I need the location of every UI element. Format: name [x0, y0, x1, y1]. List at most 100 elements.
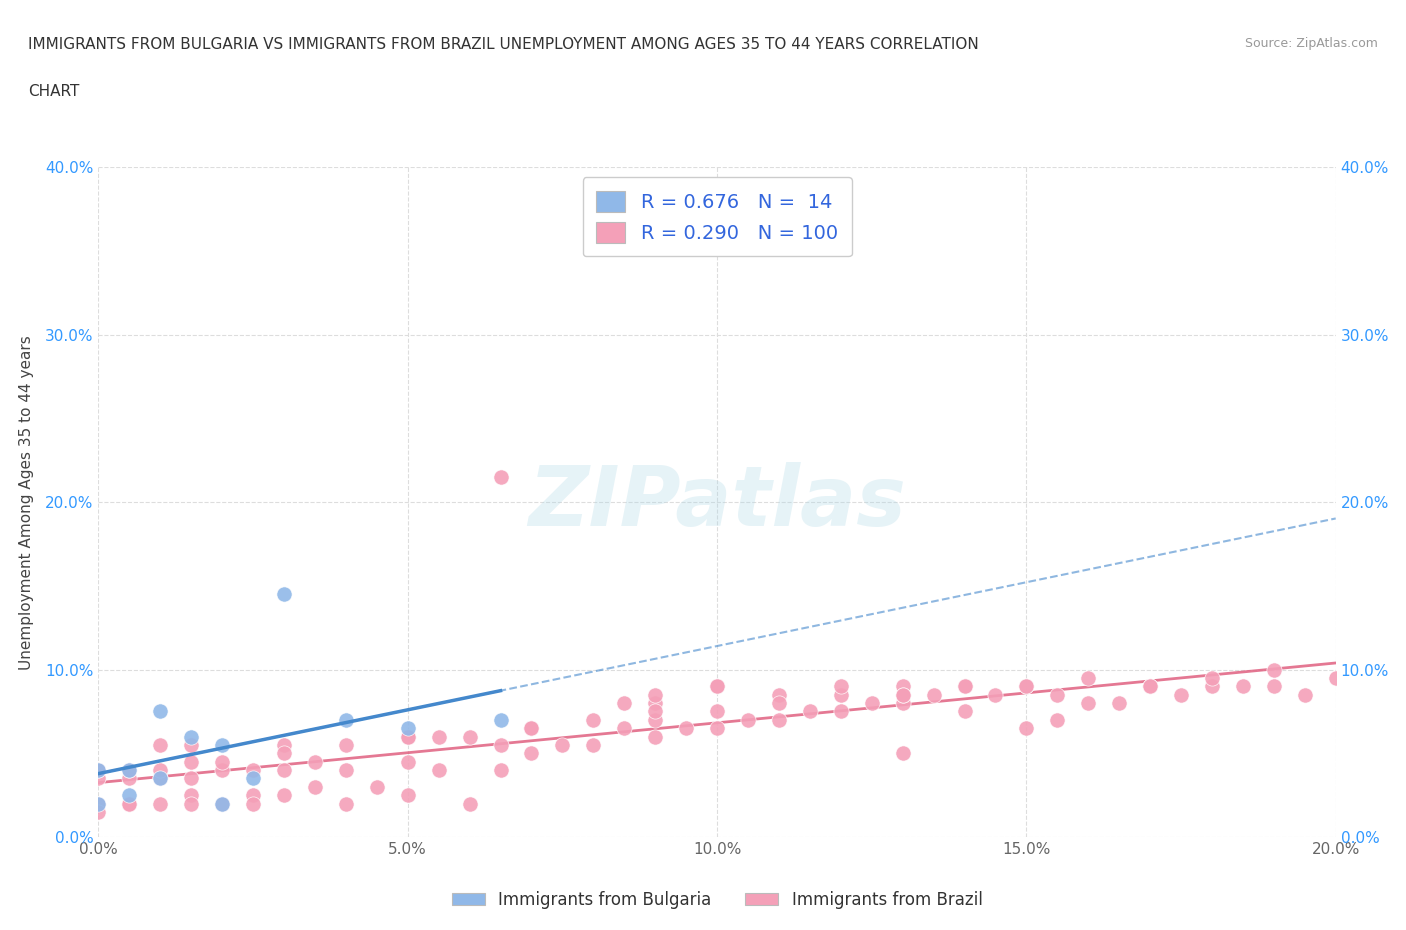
Point — [87, 763, 110, 777]
Point — [180, 796, 202, 811]
Point — [1139, 679, 1161, 694]
Point — [335, 737, 357, 752]
Point — [242, 788, 264, 803]
Point — [768, 696, 790, 711]
Point — [149, 796, 172, 811]
Point — [1015, 679, 1038, 694]
Point — [180, 771, 202, 786]
Point — [644, 729, 666, 744]
Point — [613, 721, 636, 736]
Text: CHART: CHART — [28, 84, 80, 99]
Point — [149, 771, 172, 786]
Point — [242, 771, 264, 786]
Point — [582, 737, 605, 752]
Point — [644, 696, 666, 711]
Point — [366, 779, 388, 794]
Point — [335, 712, 357, 727]
Y-axis label: Unemployment Among Ages 35 to 44 years: Unemployment Among Ages 35 to 44 years — [18, 335, 34, 670]
Point — [489, 763, 512, 777]
Point — [118, 763, 141, 777]
Text: ZIPatlas: ZIPatlas — [529, 461, 905, 543]
Point — [458, 729, 481, 744]
Point — [304, 779, 326, 794]
Point — [520, 721, 543, 736]
Point — [87, 771, 110, 786]
Point — [242, 796, 264, 811]
Point — [396, 721, 419, 736]
Point — [118, 796, 141, 811]
Point — [211, 763, 233, 777]
Point — [891, 696, 914, 711]
Point — [1201, 679, 1223, 694]
Point — [273, 587, 295, 602]
Point — [706, 679, 728, 694]
Point — [830, 704, 852, 719]
Point — [211, 737, 233, 752]
Point — [1263, 662, 1285, 677]
Point — [1139, 679, 1161, 694]
Point — [737, 712, 759, 727]
Point — [1263, 679, 1285, 694]
Point — [273, 788, 295, 803]
Point — [953, 679, 976, 694]
Point — [396, 788, 419, 803]
Point — [87, 763, 110, 777]
Point — [582, 712, 605, 727]
Point — [396, 729, 419, 744]
Point — [1015, 721, 1038, 736]
Point — [118, 796, 141, 811]
Point — [149, 763, 172, 777]
Point — [273, 763, 295, 777]
Point — [180, 729, 202, 744]
Point — [520, 721, 543, 736]
Point — [1232, 679, 1254, 694]
Point — [830, 679, 852, 694]
Point — [830, 687, 852, 702]
Point — [335, 763, 357, 777]
Text: Source: ZipAtlas.com: Source: ZipAtlas.com — [1244, 37, 1378, 50]
Point — [891, 687, 914, 702]
Point — [1170, 687, 1192, 702]
Point — [304, 754, 326, 769]
Point — [984, 687, 1007, 702]
Text: IMMIGRANTS FROM BULGARIA VS IMMIGRANTS FROM BRAZIL UNEMPLOYMENT AMONG AGES 35 TO: IMMIGRANTS FROM BULGARIA VS IMMIGRANTS F… — [28, 37, 979, 52]
Point — [644, 687, 666, 702]
Point — [211, 796, 233, 811]
Point — [891, 687, 914, 702]
Point — [211, 796, 233, 811]
Point — [1046, 687, 1069, 702]
Point — [520, 721, 543, 736]
Point — [427, 729, 450, 744]
Point — [706, 704, 728, 719]
Point — [768, 712, 790, 727]
Point — [1201, 671, 1223, 685]
Point — [149, 771, 172, 786]
Point — [242, 763, 264, 777]
Point — [706, 679, 728, 694]
Point — [149, 704, 172, 719]
Point — [273, 737, 295, 752]
Point — [87, 796, 110, 811]
Point — [644, 704, 666, 719]
Point — [180, 788, 202, 803]
Point — [180, 737, 202, 752]
Point — [1015, 679, 1038, 694]
Point — [427, 763, 450, 777]
Point — [149, 737, 172, 752]
Point — [118, 788, 141, 803]
Point — [551, 737, 574, 752]
Point — [489, 470, 512, 485]
Point — [458, 796, 481, 811]
Point — [1077, 696, 1099, 711]
Point — [273, 746, 295, 761]
Point — [211, 754, 233, 769]
Point — [396, 729, 419, 744]
Point — [644, 712, 666, 727]
Point — [87, 804, 110, 819]
Point — [953, 704, 976, 719]
Point — [953, 679, 976, 694]
Point — [118, 763, 141, 777]
Point — [1324, 671, 1347, 685]
Point — [675, 721, 697, 736]
Point — [1077, 671, 1099, 685]
